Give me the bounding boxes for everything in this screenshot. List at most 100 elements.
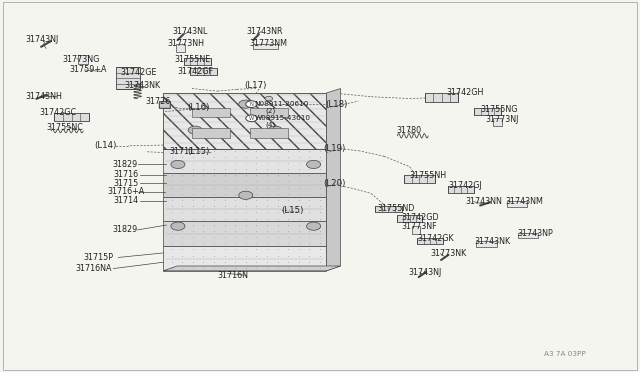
Text: 31780: 31780: [397, 126, 422, 135]
Polygon shape: [163, 246, 326, 271]
Polygon shape: [507, 201, 527, 207]
Text: 31743NJ: 31743NJ: [408, 268, 442, 277]
Text: 31742GH: 31742GH: [447, 88, 484, 97]
Text: 31773NM: 31773NM: [250, 39, 287, 48]
Polygon shape: [163, 93, 326, 149]
Circle shape: [171, 222, 185, 230]
Text: 31715: 31715: [114, 179, 139, 187]
Text: 31755NE: 31755NE: [174, 55, 211, 64]
Circle shape: [307, 222, 321, 230]
Text: 31743NK: 31743NK: [475, 237, 511, 246]
Polygon shape: [163, 266, 340, 271]
Text: 31742GK: 31742GK: [417, 234, 454, 243]
Polygon shape: [417, 238, 443, 244]
Text: 31742GD: 31742GD: [402, 213, 440, 222]
Text: 31743NN: 31743NN: [466, 197, 503, 206]
Circle shape: [246, 101, 257, 108]
Bar: [250, 108, 288, 117]
Polygon shape: [116, 67, 140, 89]
Text: 31742GC: 31742GC: [40, 108, 77, 117]
Text: W: W: [249, 116, 254, 121]
Polygon shape: [163, 221, 326, 246]
Text: 31773NF: 31773NF: [402, 222, 438, 231]
Text: 31829: 31829: [112, 225, 137, 234]
Text: 31711: 31711: [170, 147, 195, 156]
Text: N: N: [250, 102, 253, 107]
Text: (4): (4): [266, 122, 276, 128]
Polygon shape: [404, 175, 435, 183]
Polygon shape: [448, 186, 474, 193]
Text: 31773NJ: 31773NJ: [485, 115, 518, 124]
Polygon shape: [493, 118, 502, 126]
Circle shape: [268, 126, 282, 134]
Text: 31716N: 31716N: [218, 271, 248, 280]
Text: N08911-20610: N08911-20610: [255, 101, 309, 107]
Polygon shape: [518, 232, 538, 238]
Text: A3 7A 03PP: A3 7A 03PP: [544, 351, 586, 357]
Bar: [159, 102, 170, 108]
Text: 31716NA: 31716NA: [76, 264, 112, 273]
Text: 31715P: 31715P: [83, 253, 113, 262]
Polygon shape: [326, 89, 340, 271]
Bar: [192, 108, 230, 117]
Text: 31743NK: 31743NK: [125, 81, 161, 90]
Text: 31742GF: 31742GF: [178, 67, 214, 76]
Text: (L18): (L18): [325, 100, 348, 109]
Text: 31743NR: 31743NR: [246, 27, 283, 36]
Circle shape: [239, 100, 253, 108]
Polygon shape: [375, 206, 402, 212]
Bar: [192, 128, 230, 138]
Polygon shape: [78, 55, 88, 64]
Polygon shape: [425, 93, 458, 102]
Text: 31716+A: 31716+A: [108, 187, 145, 196]
Text: 31755NC: 31755NC: [46, 123, 83, 132]
Text: 31773NK: 31773NK: [430, 249, 467, 258]
Text: (L14): (L14): [95, 141, 117, 150]
Text: (L19): (L19): [323, 144, 346, 153]
Polygon shape: [474, 108, 501, 115]
Circle shape: [265, 96, 273, 101]
Polygon shape: [412, 226, 420, 234]
Polygon shape: [54, 113, 90, 121]
Polygon shape: [163, 197, 326, 221]
Text: 31714: 31714: [114, 196, 139, 205]
Text: 31759+A: 31759+A: [69, 65, 107, 74]
Text: 31773NG: 31773NG: [63, 55, 100, 64]
Text: (L17): (L17): [244, 81, 267, 90]
Polygon shape: [163, 149, 326, 173]
Circle shape: [246, 115, 257, 122]
Text: 31742GJ: 31742GJ: [448, 182, 482, 190]
Polygon shape: [476, 241, 497, 247]
Text: 31743NH: 31743NH: [26, 92, 63, 101]
Polygon shape: [190, 68, 217, 75]
Text: 31743NJ: 31743NJ: [26, 35, 59, 44]
Text: 31755NG: 31755NG: [480, 105, 518, 114]
Circle shape: [188, 126, 202, 134]
Text: 31755NH: 31755NH: [410, 171, 447, 180]
Text: W08915-43610: W08915-43610: [255, 115, 311, 121]
Polygon shape: [184, 58, 211, 65]
Circle shape: [171, 160, 185, 169]
Text: 31743NP: 31743NP: [517, 229, 553, 238]
Text: 31726: 31726: [146, 97, 171, 106]
Text: 31742GE: 31742GE: [120, 68, 157, 77]
Text: (L15): (L15): [282, 206, 304, 215]
Polygon shape: [253, 44, 278, 49]
Text: 31773NH: 31773NH: [168, 39, 205, 48]
Text: 31755ND: 31755ND: [378, 204, 415, 213]
Polygon shape: [176, 44, 185, 52]
Text: (L20): (L20): [323, 179, 346, 187]
Bar: [159, 101, 170, 108]
Polygon shape: [397, 215, 422, 222]
Text: (L16): (L16): [187, 103, 209, 112]
Text: 31829: 31829: [112, 160, 137, 169]
Text: 31716: 31716: [114, 170, 139, 179]
Text: 31743NL: 31743NL: [173, 27, 208, 36]
Text: (L15): (L15): [187, 147, 209, 156]
Circle shape: [307, 160, 321, 169]
Circle shape: [239, 191, 253, 199]
Polygon shape: [163, 173, 326, 197]
Bar: [250, 128, 288, 138]
Text: 31743NM: 31743NM: [506, 197, 543, 206]
Text: (2): (2): [266, 108, 276, 114]
